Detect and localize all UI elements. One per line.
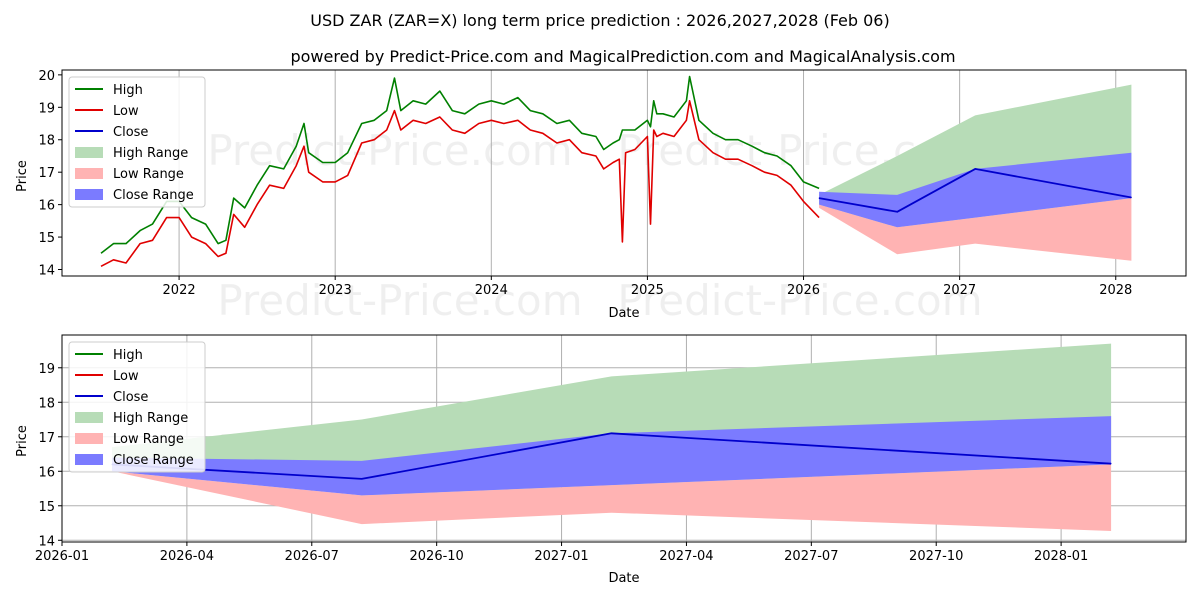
- chart-subtitle: powered by Predict-Price.com and Magical…: [290, 47, 955, 66]
- bottom-xtick-label: 2027-10: [909, 549, 963, 564]
- bottom-xlabel: Date: [608, 571, 639, 586]
- top-ytick-label: 15: [38, 231, 55, 246]
- top-xtick-label: 2024: [475, 283, 508, 298]
- bottom-xtick-label: 2027-01: [534, 549, 588, 564]
- bottom-close-forecast-point: [361, 478, 363, 480]
- bottom-ylabel: Price: [15, 425, 30, 457]
- top-xtick-label: 2022: [163, 283, 196, 298]
- bottom-xtick-label: 2027-07: [784, 549, 838, 564]
- bottom-legend-swatch: [75, 454, 103, 465]
- top-xtick-label: 2027: [943, 283, 976, 298]
- bottom-close-range-band: [112, 416, 1112, 496]
- bottom-legend-label: Low Range: [113, 432, 184, 447]
- bottom-ytick-label: 15: [38, 500, 55, 515]
- top-xtick-label: 2028: [1099, 283, 1132, 298]
- top-high-series-line: [100, 75, 820, 254]
- bottom-legend-label: Close: [113, 390, 148, 405]
- bottom-ytick-label: 18: [38, 396, 55, 411]
- top-low-series-line: [100, 100, 820, 268]
- bottom-legend-label: Low: [113, 369, 139, 384]
- top-legend-swatch: [75, 168, 103, 179]
- bottom-legend-label: High Range: [113, 411, 188, 426]
- top-watermark: Predict-Price.com: [207, 126, 572, 175]
- top-axes-frame: [61, 69, 1187, 277]
- top-watermark: Predict-Price.com: [217, 276, 582, 325]
- bottom-xtick-label: 2026-04: [160, 549, 214, 564]
- top-close-range-band: [819, 152, 1132, 228]
- bottom-close-forecast-point: [1110, 463, 1112, 465]
- bottom-xtick-label: 2026-10: [410, 549, 464, 564]
- top-ytick-label: 18: [38, 134, 55, 149]
- top-legend-label: Low: [113, 104, 139, 119]
- top-legend-label: Close: [113, 125, 148, 140]
- bottom-close-forecast-line: [111, 432, 1112, 480]
- top-ytick-label: 17: [38, 166, 55, 181]
- bottom-legend-label: Close Range: [113, 453, 194, 468]
- top-xlabel: Date: [608, 306, 639, 321]
- bottom-ytick-label: 19: [38, 362, 55, 377]
- bottom-ytick-label: 17: [38, 431, 55, 446]
- bottom-xtick-label: 2028-01: [1034, 549, 1088, 564]
- top-close-forecast-point: [896, 211, 898, 213]
- bottom-ytick-label: 14: [38, 534, 55, 549]
- top-chart: Predict-Price.com Predict-Price.com Pred…: [15, 69, 1187, 325]
- top-ytick-label: 20: [38, 69, 55, 84]
- bottom-ytick-label: 16: [38, 465, 55, 480]
- chart-title: USD ZAR (ZAR=X) long term price predicti…: [310, 11, 889, 30]
- bottom-legend-swatch: [75, 412, 103, 423]
- top-ylabel: Price: [15, 160, 30, 192]
- top-xtick-label: 2025: [631, 283, 664, 298]
- bottom-chart: Predict-Price.com Predict-Price.com 2026…: [15, 334, 1187, 586]
- top-legend-swatch: [75, 189, 103, 200]
- top-legend-swatch: [75, 147, 103, 158]
- bottom-legend-swatch: [75, 433, 103, 444]
- top-legend-label: High: [113, 83, 143, 98]
- bottom-axes-frame: [61, 334, 1187, 543]
- top-ytick-label: 14: [38, 264, 55, 279]
- top-xtick-label: 2026: [787, 283, 820, 298]
- bottom-legend-label: High: [113, 348, 143, 363]
- bottom-xtick-label: 2027-04: [659, 549, 713, 564]
- top-ytick-label: 16: [38, 199, 55, 214]
- top-close-forecast-point: [818, 197, 820, 199]
- bottom-xtick-label: 2026-07: [285, 549, 339, 564]
- top-legend-label: Low Range: [113, 167, 184, 182]
- top-low-range-band: [819, 198, 1132, 261]
- top-xtick-label: 2023: [319, 283, 352, 298]
- top-legend-label: High Range: [113, 146, 188, 161]
- top-close-forecast-point: [1130, 196, 1132, 198]
- top-watermark: Predict-Price.com: [617, 276, 982, 325]
- top-legend-label: Close Range: [113, 188, 194, 203]
- bottom-xtick-label: 2026-01: [35, 549, 89, 564]
- bottom-low-range-band: [112, 464, 1112, 531]
- top-close-forecast-line: [818, 167, 1132, 213]
- top-close-forecast-point: [974, 168, 976, 170]
- bottom-close-forecast-point: [611, 432, 613, 434]
- top-ytick-label: 19: [38, 101, 55, 116]
